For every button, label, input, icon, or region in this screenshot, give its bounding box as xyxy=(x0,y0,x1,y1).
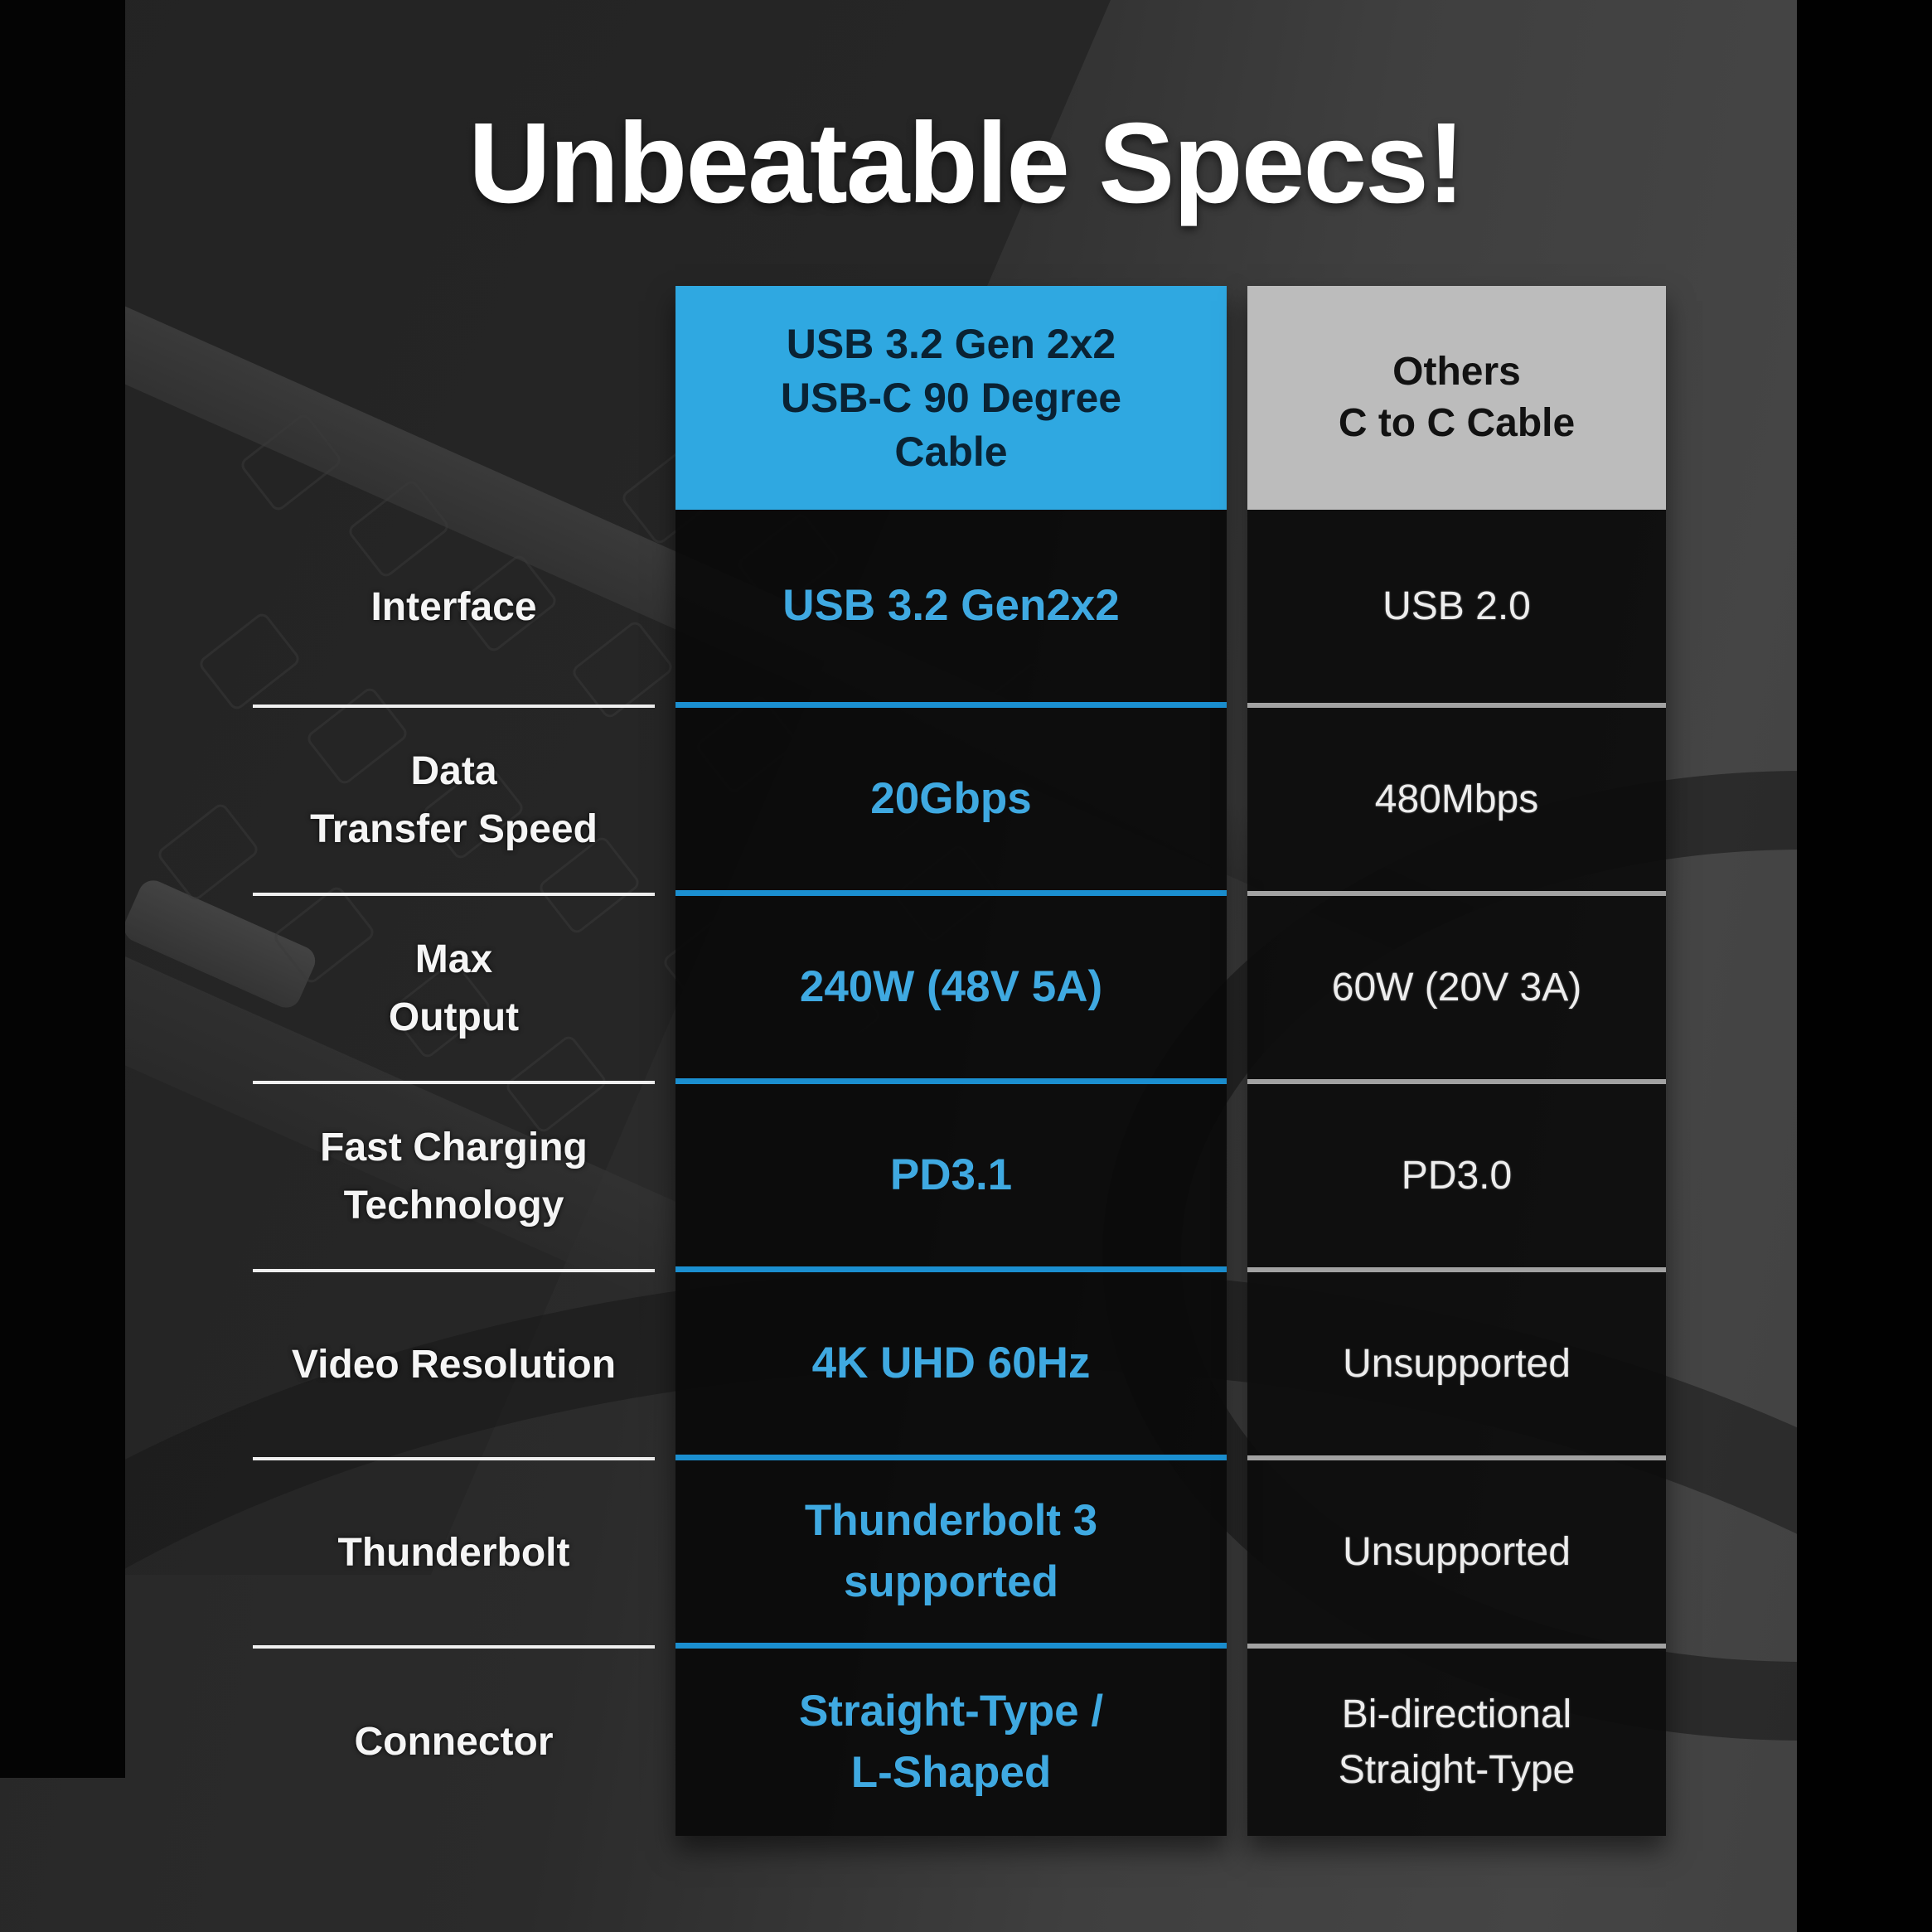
others-thunderbolt: Unsupported xyxy=(1247,1460,1666,1649)
spec-label-data-speed: Data Transfer Speed xyxy=(253,708,655,896)
right-black-bar xyxy=(1797,0,1932,1932)
others-max-output: 60W (20V 3A) xyxy=(1247,896,1666,1084)
others-data-speed: 480Mbps xyxy=(1247,708,1666,896)
others-connector: Bi-directional Straight-Type xyxy=(1247,1649,1666,1836)
product-connector: Straight-Type / L-Shaped xyxy=(675,1649,1227,1836)
spec-label-fast-charging: Fast Charging Technology xyxy=(253,1084,655,1272)
product-interface: USB 3.2 Gen2x2 xyxy=(675,510,1227,708)
others-video: Unsupported xyxy=(1247,1272,1666,1460)
others-fast-charging: PD3.0 xyxy=(1247,1084,1666,1272)
page-title: Unbeatable Specs! xyxy=(468,99,1465,227)
others-column: Others C to C Cable USB 2.0 480Mbps 60W … xyxy=(1247,286,1666,1836)
product-data-speed: 20Gbps xyxy=(675,708,1227,896)
spec-label-video: Video Resolution xyxy=(253,1272,655,1460)
product-video: 4K UHD 60Hz xyxy=(675,1272,1227,1460)
others-interface: USB 2.0 xyxy=(1247,510,1666,708)
product-thunderbolt: Thunderbolt 3 supported xyxy=(675,1460,1227,1649)
others-column-header: Others C to C Cable xyxy=(1247,286,1666,510)
spec-labels-column: Interface Data Transfer Speed Max Output… xyxy=(253,510,655,1836)
product-column-header: USB 3.2 Gen 2x2 USB-C 90 Degree Cable xyxy=(675,286,1227,510)
spec-label-connector: Connector xyxy=(354,1720,554,1765)
product-max-output: 240W (48V 5A) xyxy=(675,896,1227,1084)
product-column: USB 3.2 Gen 2x2 USB-C 90 Degree Cable US… xyxy=(675,286,1227,1836)
product-fast-charging: PD3.1 xyxy=(675,1084,1227,1272)
left-black-bar xyxy=(0,0,125,1778)
spec-label-interface: Interface xyxy=(253,510,655,708)
spec-label-thunderbolt: Thunderbolt xyxy=(253,1460,655,1649)
spec-label-max-output: Max Output xyxy=(253,896,655,1084)
